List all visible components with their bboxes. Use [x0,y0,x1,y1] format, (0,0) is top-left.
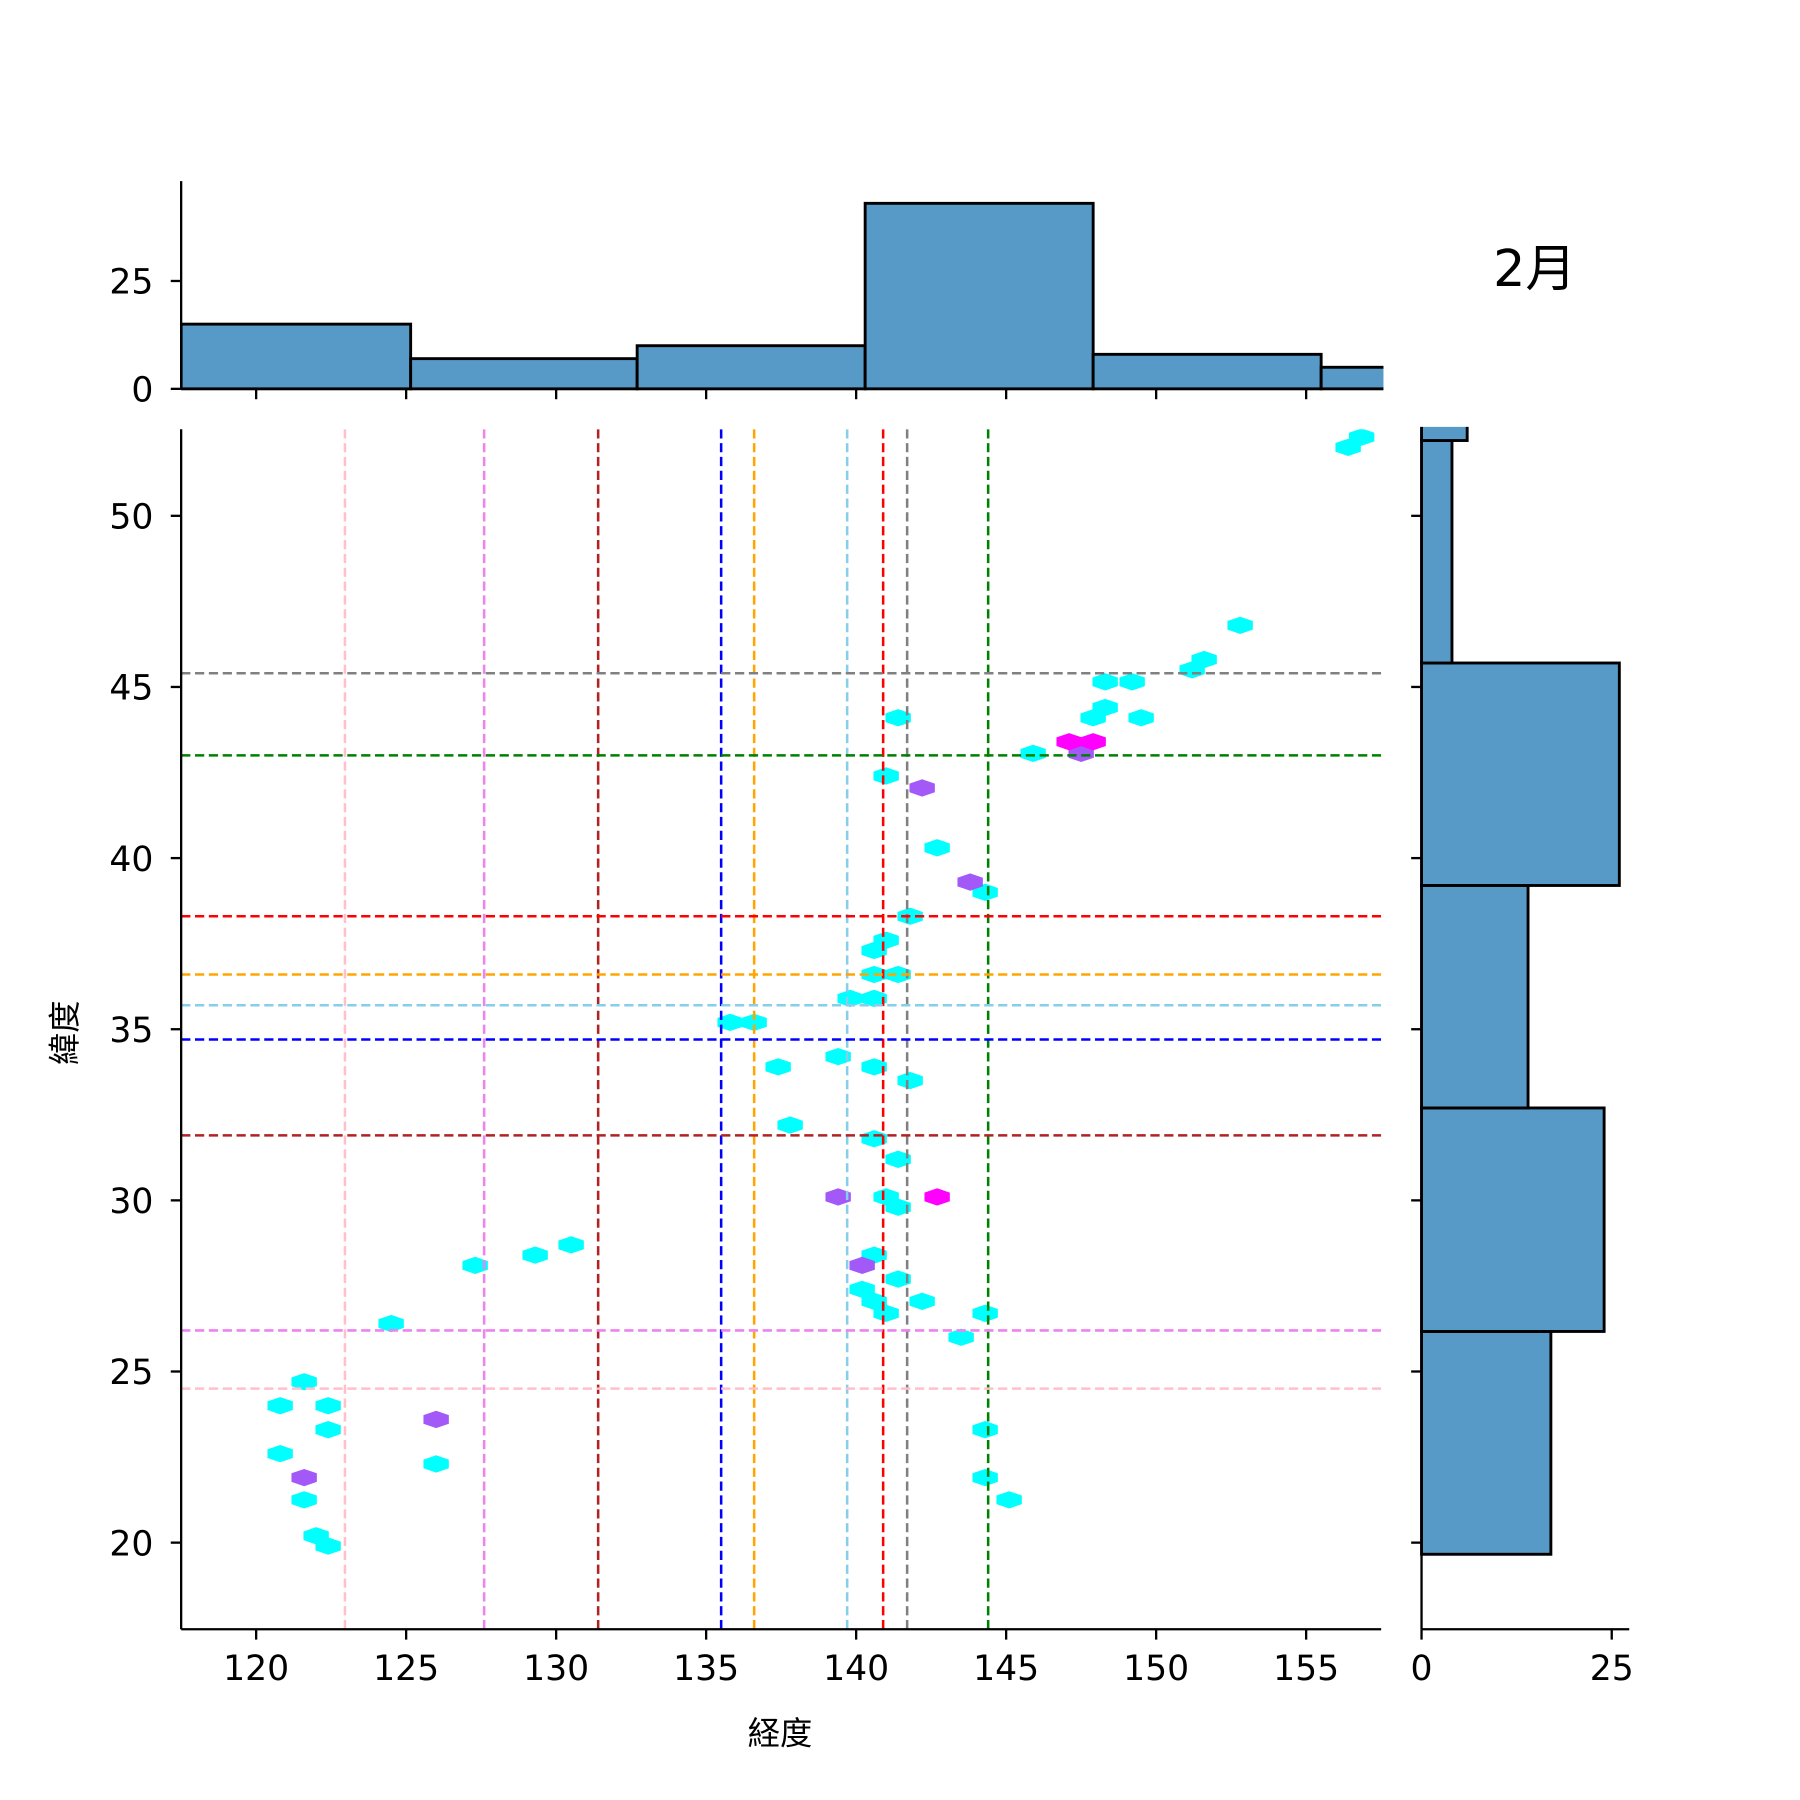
y-tick-label: 40 [109,840,153,880]
hexbin-purple [1068,744,1094,763]
hexbin-purple [291,1468,317,1487]
hexbin-purple [909,779,935,797]
hexbin-cyan [267,1397,293,1415]
top-y-tick-label: 25 [109,263,153,303]
y-tick-label: 20 [109,1524,153,1564]
y-tick-label: 45 [109,669,153,709]
y-axis-label: 緯度 [46,1000,84,1065]
x-tick-label: 150 [1123,1649,1189,1689]
hexbin-cyan [885,1270,911,1288]
hexbin-cyan [462,1256,488,1275]
top-histogram: 0 25 [109,181,1384,411]
hexbin-cyan [897,1071,923,1090]
hexbin-cyan [885,709,911,727]
hexbin-cyan [315,1421,341,1439]
hexbin-cyan [948,1328,974,1346]
hexbin-cyan [825,1047,851,1066]
hexbin-cyan [558,1236,584,1254]
top-hist-bar [635,344,867,391]
hexbin-cyan [291,1491,317,1509]
hexbin-cyan [315,1397,341,1415]
hexbin-cyan [885,965,911,984]
right-bars [1420,426,1621,1556]
hexbin-magenta [924,1188,950,1206]
hexbin-cyan [861,1058,887,1076]
x-tick-label: 145 [973,1649,1039,1689]
hexbin-purple [825,1188,851,1206]
top-hist-bar [1091,352,1323,391]
hexbin-cyan [837,989,863,1008]
hexbin-cyan [765,1058,791,1076]
hexbin-purple [957,873,983,891]
hexbin-magenta [1056,733,1082,751]
hexbin-cyan [378,1314,404,1333]
right-hist-bar [1420,661,1621,887]
hexbin-cyan [972,1304,998,1322]
hexbin-cyan [972,1468,998,1487]
hexbin-cyan [1092,673,1118,691]
hexbin-cyan [885,1198,911,1216]
top-bars [181,201,1384,391]
y-tick-label: 30 [109,1182,153,1222]
hexbin-cyan [267,1444,293,1463]
right-hist-bar [1420,1330,1553,1556]
top-y-tick-label: 0 [131,371,153,411]
x-axis-label: 経度 [748,1715,813,1753]
x-tick-label: 155 [1273,1649,1339,1689]
right-hist-bar [1420,439,1454,665]
right-hist-bar [1420,884,1530,1110]
right-x-tick-label: 25 [1590,1649,1634,1689]
top-hist-bar [181,322,413,391]
hexbin-cyan [315,1537,341,1555]
hexbin-purple [423,1410,449,1429]
y-tick-label: 25 [109,1353,153,1393]
top-hist-bar [863,201,1095,391]
plot-area [181,429,1382,1630]
hexbin-cyan [291,1373,317,1391]
chart-title: 2月 [1493,239,1576,298]
hexbin-magenta [1080,733,1106,751]
x-tick-label: 120 [223,1649,289,1689]
hexbin-cyan [909,1292,935,1310]
hexbin-cyan [861,1292,887,1310]
right-x-tick-label: 0 [1411,1649,1433,1689]
x-tick-label: 140 [823,1649,889,1689]
x-tick-label: 125 [373,1649,439,1689]
hexbin-cyan [873,1304,899,1322]
hexbin-cyan [873,767,899,785]
hexbin-cyan [861,941,887,960]
hexbin-cyan [1080,709,1106,727]
hexbin-cyan [861,989,887,1008]
right-hist-bar [1420,426,1469,442]
hexbin-cyan [777,1116,803,1134]
x-tick-label: 130 [523,1649,589,1689]
hexbin-cyan [1227,616,1253,635]
hexbin-cyan [1119,673,1145,691]
top-hist-bar [1319,365,1384,391]
right-hist-bar [1420,1106,1606,1333]
hexbin-cyan [849,1280,875,1299]
y-tick-label: 35 [109,1011,153,1051]
hexbin-cyan [522,1246,548,1264]
hexbin-cyan [741,1013,767,1032]
right-histogram: 0 25 [1411,426,1634,1689]
hexbin-cyan [423,1455,449,1473]
y-tick-label: 50 [109,498,153,538]
hexbin-cyan [717,1013,743,1032]
hexbin-cyan [885,1150,911,1168]
hexbin-cyan [924,839,950,857]
hexbin-cyan [972,883,998,901]
hexbin-cyan [1020,744,1046,763]
main-hexbin-plot: 120 125 130 135 140 145 150 155 20 25 30 35 40 45 50 [109,429,1382,1689]
top-hist-bar [409,357,639,391]
hexbin-cyan [1335,438,1361,457]
hexbin-cyan [996,1491,1022,1509]
hexbin-cyan [1128,709,1154,727]
hexbin-cyan [972,1421,998,1439]
x-tick-label: 135 [673,1649,739,1689]
hexbin-purple [849,1256,875,1275]
